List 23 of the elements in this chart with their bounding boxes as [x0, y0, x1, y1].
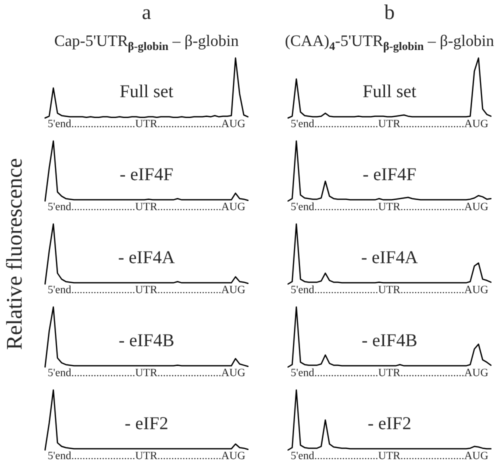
annotation: Full set [120, 84, 174, 98]
annotation: - eIF4A [118, 251, 175, 264]
annotation: - eIF4F [363, 168, 416, 180]
annotation: Full set [363, 84, 416, 98]
x-axis-title: 5'end.......................UTR.......................AUG [291, 119, 488, 128]
chart-title: b [384, 4, 394, 20]
y-axis-title: Relative fluorescence [6, 158, 22, 350]
x-axis-title: 5'end.......................UTR.......................AUG [291, 202, 488, 210]
x-axis-title: 5'end.......................UTR.......................AUG [291, 368, 488, 376]
x-axis-title: 5'end.......................UTR.......................AUG [48, 285, 245, 294]
x-axis-title: 5'end.......................UTR.......................AUG [48, 451, 245, 460]
chart-title: a [142, 9, 151, 20]
x-axis-title: 5'end.......................UTR.......................AUG [48, 368, 245, 376]
annotation: - eIF4A [362, 251, 418, 264]
x-axis-title: 5'end.......................UTR.......................AUG [48, 119, 245, 128]
x-axis-title: 5'end.......................UTR.......................AUG [291, 451, 488, 460]
annotation: - eIF2 [125, 417, 168, 430]
x-axis-title: 5'end.......................UTR.......................AUG [48, 202, 245, 210]
annotation: - eIF4B [362, 334, 416, 346]
annotation: - eIF4F [120, 168, 173, 180]
annotation: - eIF2 [368, 417, 410, 430]
x-axis-title: 5'end.......................UTR.......................AUG [291, 285, 488, 294]
annotation: - eIF4B [119, 334, 174, 346]
